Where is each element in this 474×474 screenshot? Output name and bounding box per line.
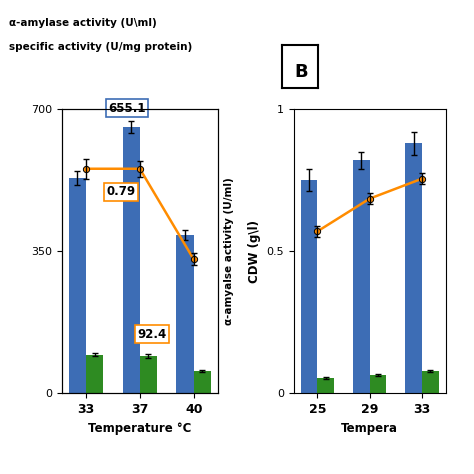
Y-axis label: α-amyalse activity (U/ml): α-amyalse activity (U/ml) [224,177,234,325]
Text: α-amylase activity (U\ml): α-amylase activity (U\ml) [9,18,157,28]
Bar [422,371,438,393]
Bar [69,178,86,393]
Bar [123,127,140,393]
X-axis label: Temperature °C: Temperature °C [88,422,191,435]
Bar [86,355,103,393]
Bar [370,375,386,393]
Bar [318,378,334,393]
Bar [301,180,318,393]
Text: specific activity (U/mg protein): specific activity (U/mg protein) [9,42,193,52]
Bar [140,356,157,393]
Y-axis label: CDW (g\l): CDW (g\l) [248,220,261,283]
Text: 0.79: 0.79 [107,185,136,198]
Text: B: B [294,64,308,82]
Text: 92.4: 92.4 [137,328,166,341]
X-axis label: Tempera: Tempera [341,422,398,435]
Bar [353,160,370,393]
Text: 655.1: 655.1 [109,102,146,115]
Bar [194,371,211,393]
Bar [405,143,422,393]
Bar [176,235,194,393]
